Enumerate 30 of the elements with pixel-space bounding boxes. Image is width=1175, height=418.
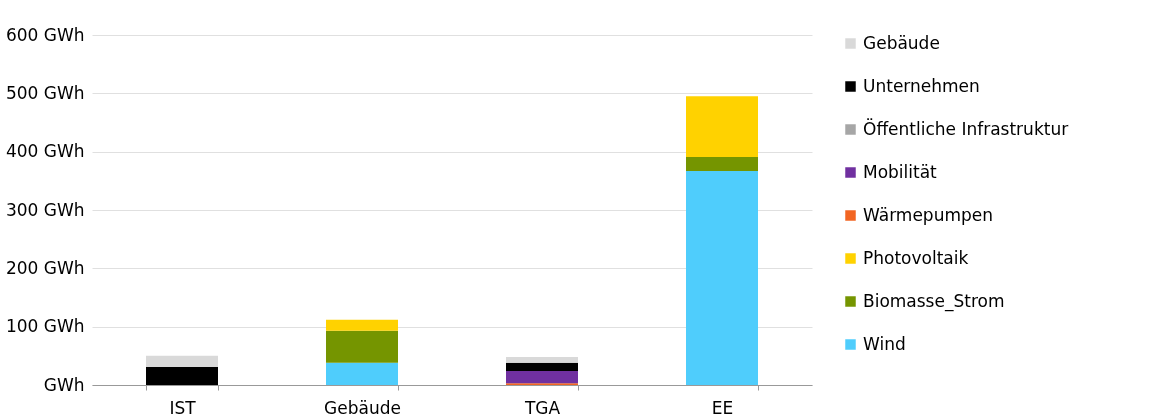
bar (686, 156, 758, 171)
legend-label: Wärmepumpen (863, 204, 993, 225)
x-tick-label: EE (711, 397, 734, 418)
y-tick-label: 400 GWh (5, 141, 85, 162)
legend-label: Wind (863, 333, 906, 354)
bar (146, 355, 218, 367)
bar (686, 170, 758, 385)
bar (326, 330, 398, 363)
legend-label: Mobilität (863, 161, 938, 182)
y-tick-label: 300 GWh (5, 199, 85, 220)
legend-label: Photovoltaik (863, 247, 969, 268)
bar (146, 366, 218, 385)
x-tick-label: TGA (523, 397, 561, 418)
bar (506, 357, 578, 363)
y-tick-label: 600 GWh (5, 24, 85, 45)
y-tick-label: GWh (43, 374, 85, 395)
legend-label: Biomasse_Strom (863, 290, 1005, 312)
legend-label: Öffentliche Infrastruktur (863, 117, 1069, 139)
bar (326, 319, 398, 331)
bar (506, 362, 578, 371)
bar (686, 96, 758, 157)
x-tick-label: IST (169, 397, 197, 418)
y-tick-label: 100 GWh (5, 316, 85, 337)
x-tick-label: Gebäude (324, 397, 401, 418)
legend-label: Unternehmen (863, 75, 980, 96)
y-tick-label: 200 GWh (5, 257, 85, 278)
legend-label: Gebäude (863, 32, 940, 53)
y-tick-label: 500 GWh (5, 82, 85, 103)
bar (506, 371, 578, 384)
bar (326, 362, 398, 385)
